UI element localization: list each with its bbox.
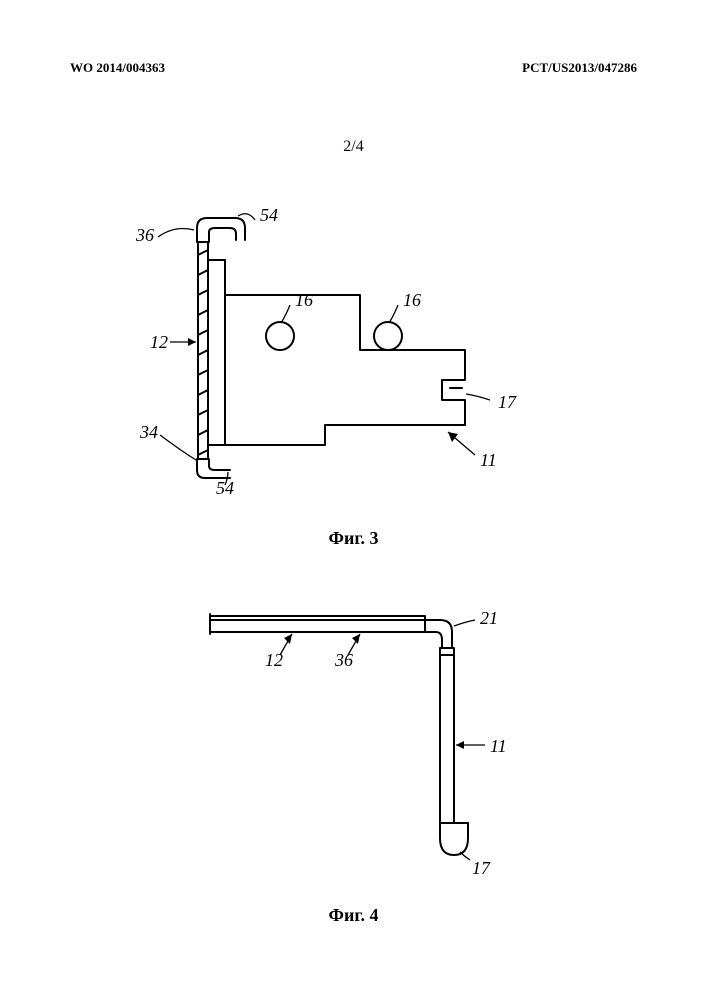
label-54-bot: 54	[216, 478, 234, 499]
label-21: 21	[480, 608, 498, 629]
label-34: 34	[140, 422, 158, 443]
label-54-top: 54	[260, 205, 278, 226]
header-right: PCT/US2013/047286	[522, 60, 637, 76]
label-17: 17	[498, 392, 516, 413]
label-36-b: 36	[335, 650, 353, 671]
label-12-b: 12	[265, 650, 283, 671]
label-16a: 16	[295, 290, 313, 311]
page-number: 2/4	[0, 138, 707, 156]
header-left: WO 2014/004363	[70, 60, 165, 76]
figure-3-caption: Фиг. 3	[0, 528, 707, 549]
label-36: 36	[136, 225, 154, 246]
header: WO 2014/004363 PCT/US2013/047286	[0, 60, 707, 76]
label-11-b: 11	[490, 736, 507, 757]
label-16b: 16	[403, 290, 421, 311]
label-17-b: 17	[472, 858, 490, 879]
label-12: 12	[150, 332, 168, 353]
figure-4-caption: Фиг. 4	[0, 905, 707, 926]
label-11: 11	[480, 450, 497, 471]
